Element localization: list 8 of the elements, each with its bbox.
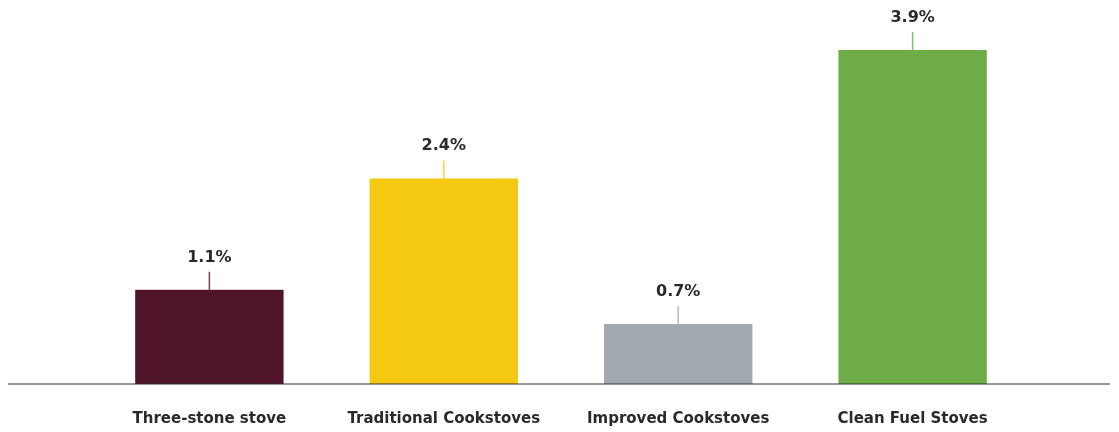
x-tick-label: Three-stone stove: [132, 409, 287, 427]
x-tick-label: Traditional Cookstoves: [347, 409, 541, 427]
x-tick-label: Clean Fuel Stoves: [837, 409, 988, 427]
data-label: 3.9%: [890, 7, 935, 26]
data-label: 1.1%: [187, 246, 232, 266]
data-label: 2.4%: [421, 135, 466, 155]
data-label: 0.7%: [656, 281, 701, 301]
x-tick-label: Improved Cookstoves: [586, 409, 770, 427]
